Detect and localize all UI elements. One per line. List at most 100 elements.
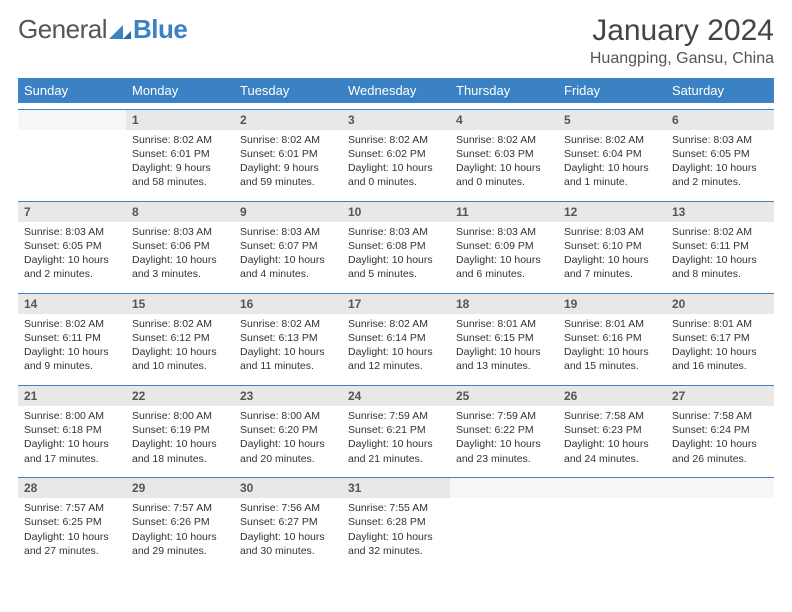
info-line: Sunset: 6:14 PM [348, 331, 444, 345]
info-line: Sunrise: 7:59 AM [456, 409, 552, 423]
daynum-row: 28293031 [18, 478, 774, 499]
info-line: Sunrise: 8:00 AM [240, 409, 336, 423]
info-line: Sunset: 6:19 PM [132, 423, 228, 437]
info-line: Sunset: 6:24 PM [672, 423, 768, 437]
info-line: Sunrise: 8:02 AM [672, 225, 768, 239]
info-line: Sunrise: 7:55 AM [348, 501, 444, 515]
info-line: and 26 minutes. [672, 452, 768, 466]
daynum-cell: 5 [558, 109, 666, 130]
info-line: Daylight: 10 hours [564, 345, 660, 359]
info-cell: Sunrise: 8:00 AMSunset: 6:19 PMDaylight:… [126, 406, 234, 472]
info-line: Sunrise: 8:02 AM [132, 317, 228, 331]
info-cell: Sunrise: 8:02 AMSunset: 6:13 PMDaylight:… [234, 314, 342, 380]
info-line: Sunset: 6:09 PM [456, 239, 552, 253]
info-line: Daylight: 10 hours [348, 530, 444, 544]
info-cell: Sunrise: 7:59 AMSunset: 6:21 PMDaylight:… [342, 406, 450, 472]
info-line: Sunset: 6:05 PM [672, 147, 768, 161]
info-line: Sunset: 6:04 PM [564, 147, 660, 161]
daynum-cell-empty [558, 478, 666, 499]
info-line: Sunset: 6:25 PM [24, 515, 120, 529]
info-line: Daylight: 10 hours [564, 437, 660, 451]
info-line: Sunset: 6:06 PM [132, 239, 228, 253]
info-cell: Sunrise: 7:59 AMSunset: 6:22 PMDaylight:… [450, 406, 558, 472]
info-line: Sunset: 6:01 PM [240, 147, 336, 161]
info-line: and 59 minutes. [240, 175, 336, 189]
info-line: Sunrise: 8:03 AM [24, 225, 120, 239]
daynum-cell-empty [666, 478, 774, 499]
info-row: Sunrise: 8:02 AMSunset: 6:11 PMDaylight:… [18, 314, 774, 380]
info-line: Daylight: 9 hours [132, 161, 228, 175]
info-line: Daylight: 10 hours [240, 253, 336, 267]
info-cell: Sunrise: 8:00 AMSunset: 6:20 PMDaylight:… [234, 406, 342, 472]
daynum-cell: 7 [18, 201, 126, 222]
info-line: and 58 minutes. [132, 175, 228, 189]
info-line: Sunset: 6:23 PM [564, 423, 660, 437]
calendar-body: SundayMondayTuesdayWednesdayThursdayFrid… [18, 78, 774, 564]
dayhead-cell: Sunday [18, 78, 126, 103]
daynum-row: 21222324252627 [18, 386, 774, 407]
info-cell: Sunrise: 8:02 AMSunset: 6:02 PMDaylight:… [342, 130, 450, 196]
info-cell: Sunrise: 8:03 AMSunset: 6:09 PMDaylight:… [450, 222, 558, 288]
info-line: and 8 minutes. [672, 267, 768, 281]
info-line: Sunrise: 8:00 AM [132, 409, 228, 423]
info-line: Daylight: 10 hours [564, 161, 660, 175]
info-cell: Sunrise: 8:02 AMSunset: 6:14 PMDaylight:… [342, 314, 450, 380]
info-line: Sunrise: 8:02 AM [348, 133, 444, 147]
daynum-cell: 4 [450, 109, 558, 130]
logo-mark-icon [109, 21, 131, 39]
daynum-cell: 30 [234, 478, 342, 499]
daynum-cell: 16 [234, 293, 342, 314]
daynum-cell: 29 [126, 478, 234, 499]
info-line: Sunset: 6:22 PM [456, 423, 552, 437]
info-row: Sunrise: 7:57 AMSunset: 6:25 PMDaylight:… [18, 498, 774, 564]
info-line: Sunset: 6:01 PM [132, 147, 228, 161]
info-line: Sunrise: 8:03 AM [132, 225, 228, 239]
daynum-cell: 17 [342, 293, 450, 314]
location: Huangping, Gansu, China [590, 50, 774, 68]
info-line: Daylight: 10 hours [456, 437, 552, 451]
info-line: Sunset: 6:20 PM [240, 423, 336, 437]
info-line: Sunset: 6:12 PM [132, 331, 228, 345]
info-line: Daylight: 10 hours [348, 345, 444, 359]
info-cell-empty [666, 498, 774, 564]
info-line: and 0 minutes. [348, 175, 444, 189]
info-line: and 2 minutes. [24, 267, 120, 281]
info-line: Sunset: 6:07 PM [240, 239, 336, 253]
daynum-cell: 11 [450, 201, 558, 222]
daynum-cell: 19 [558, 293, 666, 314]
daynum-cell-empty [450, 478, 558, 499]
daynum-cell: 10 [342, 201, 450, 222]
info-cell: Sunrise: 8:02 AMSunset: 6:11 PMDaylight:… [18, 314, 126, 380]
info-line: Sunrise: 8:02 AM [564, 133, 660, 147]
daynum-cell: 8 [126, 201, 234, 222]
info-line: Sunrise: 7:57 AM [132, 501, 228, 515]
info-line: Sunrise: 7:57 AM [24, 501, 120, 515]
info-line: Daylight: 10 hours [24, 530, 120, 544]
info-line: Daylight: 10 hours [348, 437, 444, 451]
daynum-cell: 15 [126, 293, 234, 314]
info-line: Sunrise: 8:02 AM [348, 317, 444, 331]
info-line: Sunrise: 8:02 AM [240, 317, 336, 331]
info-cell: Sunrise: 8:03 AMSunset: 6:10 PMDaylight:… [558, 222, 666, 288]
info-cell: Sunrise: 8:02 AMSunset: 6:01 PMDaylight:… [126, 130, 234, 196]
info-line: Sunset: 6:08 PM [348, 239, 444, 253]
dayhead-cell: Friday [558, 78, 666, 103]
dayhead-cell: Monday [126, 78, 234, 103]
info-line: Sunrise: 8:02 AM [240, 133, 336, 147]
info-cell: Sunrise: 8:03 AMSunset: 6:08 PMDaylight:… [342, 222, 450, 288]
info-line: Sunrise: 8:01 AM [564, 317, 660, 331]
daynum-cell: 22 [126, 386, 234, 407]
info-cell: Sunrise: 7:58 AMSunset: 6:24 PMDaylight:… [666, 406, 774, 472]
info-line: and 32 minutes. [348, 544, 444, 558]
daynum-cell: 28 [18, 478, 126, 499]
info-line: Sunrise: 8:01 AM [672, 317, 768, 331]
daynum-row: 14151617181920 [18, 293, 774, 314]
info-line: and 18 minutes. [132, 452, 228, 466]
logo-text-b: Blue [133, 14, 187, 45]
info-line: Daylight: 10 hours [564, 253, 660, 267]
info-row: Sunrise: 8:03 AMSunset: 6:05 PMDaylight:… [18, 222, 774, 288]
info-line: and 11 minutes. [240, 359, 336, 373]
info-line: Daylight: 10 hours [132, 530, 228, 544]
info-line: Sunset: 6:18 PM [24, 423, 120, 437]
daynum-cell: 2 [234, 109, 342, 130]
